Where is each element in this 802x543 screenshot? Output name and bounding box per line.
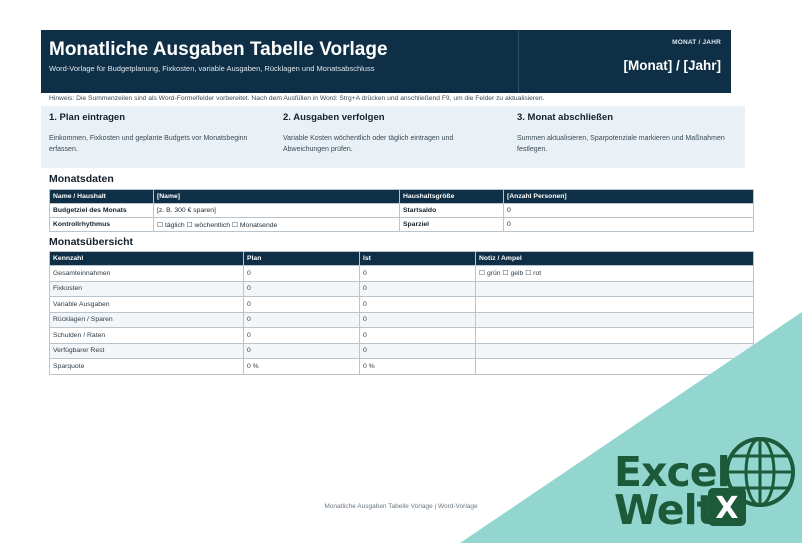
actual-cell[interactable]: 0: [359, 311, 476, 328]
step-1: 1. Plan eintragen Einkommen, Fixkosten u…: [49, 112, 259, 155]
table-row: Name / Haushalt [Name] Haushaltsgröße [A…: [49, 189, 754, 204]
value-cell[interactable]: ☐ täglich ☐ wöchentlich ☐ Monatsende: [153, 217, 400, 232]
column-header: Kennzahl: [49, 251, 244, 266]
note-cell[interactable]: [475, 280, 754, 297]
period-label: MONAT / JAHR: [672, 39, 721, 46]
note-cell[interactable]: [475, 342, 754, 359]
plan-cell[interactable]: 0: [243, 265, 360, 282]
plan-cell[interactable]: 0: [243, 327, 360, 344]
note-cell[interactable]: [475, 311, 754, 328]
value-cell[interactable]: [Anzahl Personen]: [503, 189, 754, 204]
label-cell: Startsaldo: [399, 203, 504, 218]
note-cell[interactable]: [475, 358, 754, 375]
actual-cell[interactable]: 0: [359, 342, 476, 359]
label-cell: Kontrollrhythmus: [49, 217, 154, 232]
step-text: Variable Kosten wöchentlich oder täglich…: [283, 135, 454, 153]
actual-cell[interactable]: 0: [359, 327, 476, 344]
label-cell: Budgetziel des Monats: [49, 203, 154, 218]
note-cell[interactable]: [475, 296, 754, 313]
column-header: Ist: [359, 251, 476, 266]
plan-cell[interactable]: 0 %: [243, 358, 360, 375]
logo-word-excel: Excel: [614, 448, 730, 496]
plan-cell[interactable]: 0: [243, 342, 360, 359]
table-row: Rücklagen / Sparen 0 0: [49, 311, 754, 328]
uebersicht-table: Kennzahl Plan Ist Notiz / Ampel Gesamtei…: [49, 251, 754, 375]
metric-cell: Variable Ausgaben: [49, 296, 244, 313]
actual-cell[interactable]: 0: [359, 296, 476, 313]
header-band: Monatliche Ausgaben Tabelle Vorlage Word…: [41, 30, 731, 93]
value-cell[interactable]: [Name]: [153, 189, 400, 204]
step-title: 2. Ausgaben verfolgen: [283, 112, 385, 123]
metric-cell: Verfügbarer Rest: [49, 342, 244, 359]
page-footer: Monatliche Ausgaben Tabelle Vorlage | Wo…: [324, 503, 478, 510]
label-cell: Sparziel: [399, 217, 504, 232]
table-row: Schulden / Raten 0 0: [49, 327, 754, 344]
table-row: Variable Ausgaben 0 0: [49, 296, 754, 313]
step-3: 3. Monat abschließen Summen aktualisiere…: [517, 112, 727, 155]
table-row: Kontrollrhythmus ☐ täglich ☐ wöchentlich…: [49, 217, 754, 232]
step-text: Summen aktualisieren, Sparpotenziale mar…: [517, 135, 725, 153]
step-title: 1. Plan eintragen: [49, 112, 126, 123]
column-header: Plan: [243, 251, 360, 266]
page-subtitle: Word-Vorlage für Budgetplanung, Fixkoste…: [49, 64, 375, 73]
table-row: Budgetziel des Monats [z. B. 300 € spare…: [49, 203, 754, 218]
value-cell[interactable]: 0: [503, 203, 754, 218]
table-row: Gesamteinnahmen 0 0 ☐ grün ☐ gelb ☐ rot: [49, 265, 754, 282]
table-row: Verfügbarer Rest 0 0: [49, 342, 754, 359]
label-cell: Haushaltsgröße: [399, 189, 504, 204]
metric-cell: Fixkosten: [49, 280, 244, 297]
metric-cell: Sparquote: [49, 358, 244, 375]
globe-icon: [725, 437, 795, 507]
section-title-uebersicht: Monatsübersicht: [49, 236, 134, 248]
plan-cell[interactable]: 0: [243, 311, 360, 328]
actual-cell[interactable]: 0: [359, 280, 476, 297]
step-2: 2. Ausgaben verfolgen Variable Kosten wö…: [283, 112, 493, 155]
column-header: Notiz / Ampel: [475, 251, 754, 266]
monatsdaten-table: Name / Haushalt [Name] Haushaltsgröße [A…: [49, 189, 754, 232]
logo-word-welt: Welt: [614, 486, 716, 534]
plan-cell[interactable]: 0: [243, 280, 360, 297]
metric-cell: Schulden / Raten: [49, 327, 244, 344]
plan-cell[interactable]: 0: [243, 296, 360, 313]
table-header-row: Kennzahl Plan Ist Notiz / Ampel: [49, 251, 754, 266]
metric-cell: Rücklagen / Sparen: [49, 311, 244, 328]
table-row: Sparquote 0 % 0 %: [49, 358, 754, 375]
hint-text: Hinweis: Die Summenzeilen sind als Word-…: [49, 95, 545, 102]
table-row: Fixkosten 0 0: [49, 280, 754, 297]
page-title: Monatliche Ausgaben Tabelle Vorlage: [49, 39, 388, 60]
note-cell[interactable]: ☐ grün ☐ gelb ☐ rot: [475, 265, 754, 282]
note-cell[interactable]: [475, 327, 754, 344]
section-title-monatsdaten: Monatsdaten: [49, 173, 114, 185]
actual-cell[interactable]: 0: [359, 265, 476, 282]
value-cell[interactable]: [z. B. 300 € sparen]: [153, 203, 400, 218]
period-value: [Monat] / [Jahr]: [623, 58, 722, 73]
steps-panel: 1. Plan eintragen Einkommen, Fixkosten u…: [41, 106, 745, 168]
step-title: 3. Monat abschließen: [517, 112, 614, 123]
label-cell: Name / Haushalt: [49, 189, 154, 204]
step-text: Einkommen, Fixkosten und geplante Budget…: [49, 135, 248, 153]
header-divider: [518, 30, 519, 93]
value-cell[interactable]: 0: [503, 217, 754, 232]
actual-cell[interactable]: 0 %: [359, 358, 476, 375]
metric-cell: Gesamteinnahmen: [49, 265, 244, 282]
